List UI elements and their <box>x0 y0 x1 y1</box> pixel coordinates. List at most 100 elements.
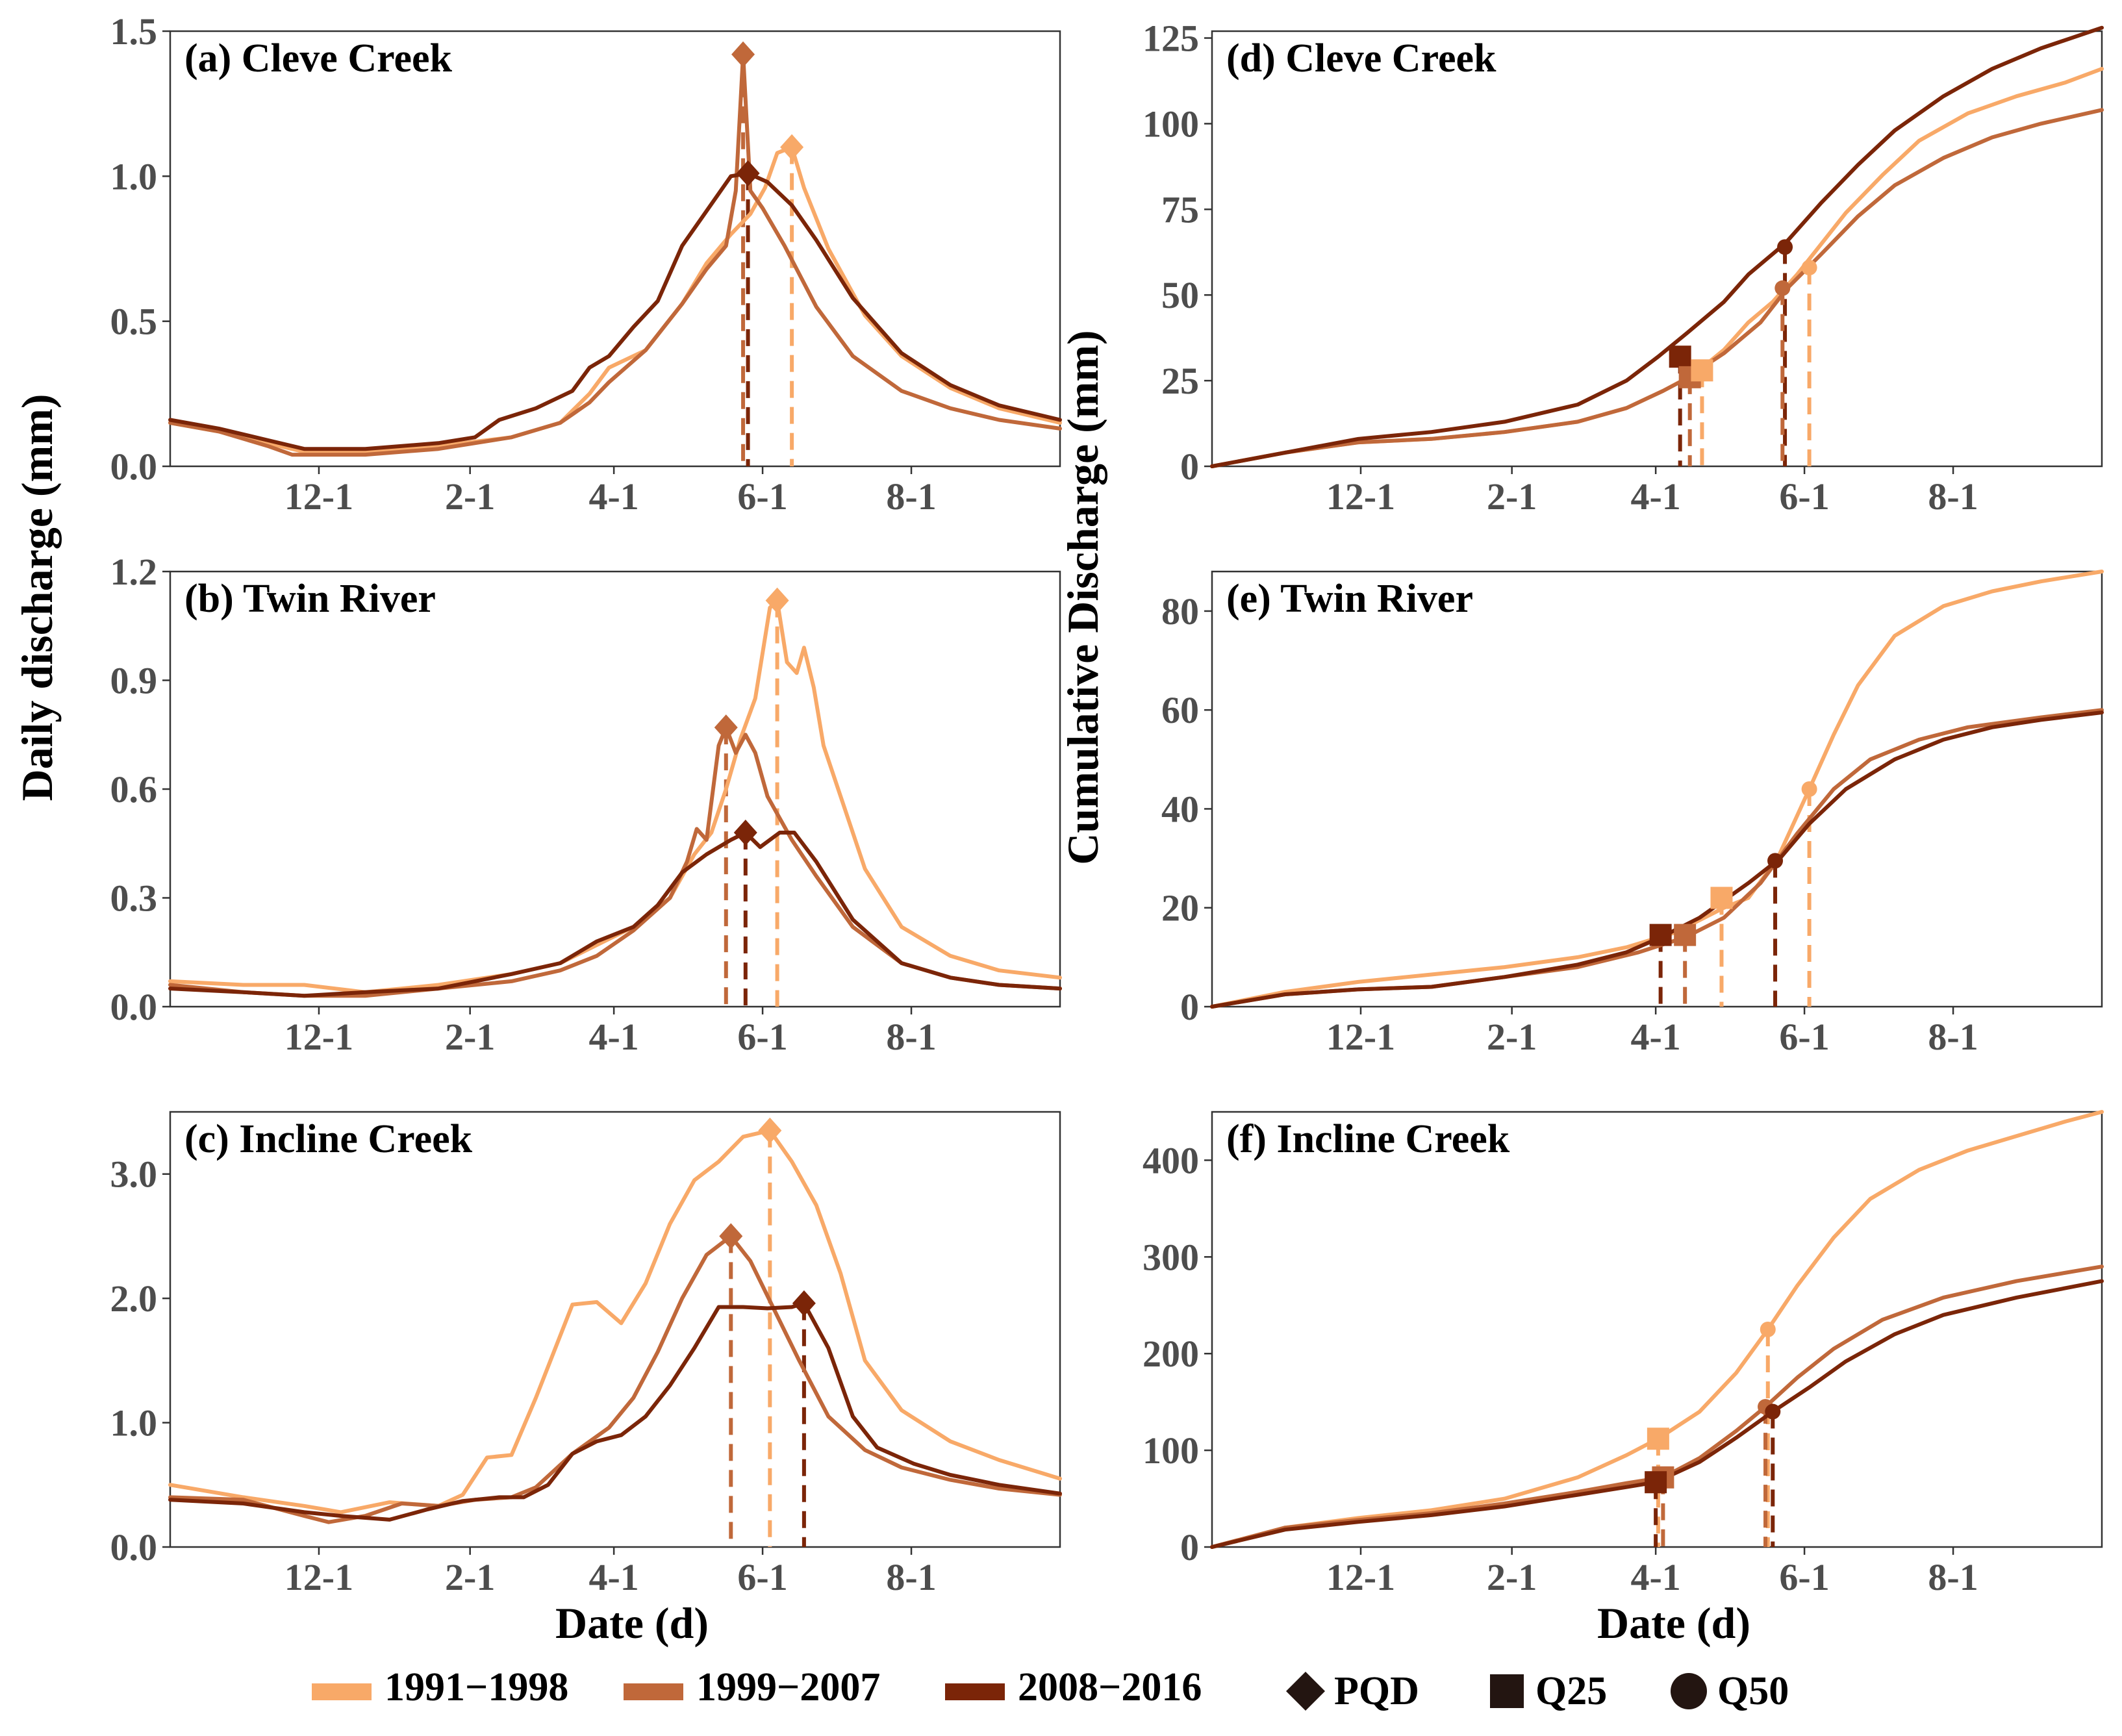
panel-title: (e) Twin River <box>1226 577 1473 621</box>
q50-marker <box>1777 239 1793 255</box>
y-tick-label: 1.0 <box>110 1402 158 1444</box>
q25-marker <box>1649 924 1672 946</box>
legend-label-q50: Q50 <box>1717 1669 1789 1713</box>
x-tick-label: 4-1 <box>588 475 638 518</box>
series-line-2008-2016 <box>168 171 1062 451</box>
q50-marker <box>1775 280 1791 296</box>
pqd-marker <box>719 1223 743 1250</box>
y-tick-label: 60 <box>1161 689 1199 731</box>
pqd-marker <box>714 714 738 741</box>
y-tick-label: 0 <box>1180 986 1199 1028</box>
q25-marker <box>1647 1428 1669 1450</box>
right-y-axis-title: Cumulative Discharge (mm) <box>1058 330 1107 864</box>
right-x-axis-title: Date (d) <box>1597 1598 1750 1648</box>
panel-title: (d) Cleve Creek <box>1226 36 1497 81</box>
legend-label-pqd: PQD <box>1334 1669 1419 1713</box>
x-tick-label: 4-1 <box>1630 1556 1680 1598</box>
x-tick-label: 4-1 <box>588 1556 638 1598</box>
y-tick-label: 125 <box>1143 18 1199 60</box>
series-line-2008-2016 <box>1210 711 2104 1009</box>
panel-title: (a) Cleve Creek <box>184 36 453 81</box>
panel-e: 0 20 40 60 80 12-1 2-1 4-1 6-1 8-1 (e) Twin River <box>1161 570 2104 1058</box>
series-line-1991-1998 <box>168 145 1062 454</box>
panels: 0.0 0.5 1.0 1.5 12-1 2-1 4-1 6-1 8-1 (a) Cleve Cr… <box>110 10 2104 1598</box>
series-line-1999-2007 <box>168 1234 1062 1524</box>
q50-marker <box>1765 1403 1781 1420</box>
q50-marker <box>1767 853 1784 869</box>
x-tick-label: 2-1 <box>445 475 495 518</box>
q50-marker <box>1801 260 1817 276</box>
plot-frame <box>1211 30 2103 468</box>
series-line-1999-2007 <box>1210 108 2104 468</box>
y-tick-label: 200 <box>1143 1333 1199 1375</box>
y-tick-label: 1.2 <box>110 551 158 593</box>
pqd-marker <box>758 1117 782 1144</box>
x-tick-label: 12-1 <box>284 1016 353 1058</box>
series-line-1999-2007 <box>168 725 1062 998</box>
y-tick-label: 80 <box>1161 590 1199 633</box>
pqd-marker <box>792 1290 816 1316</box>
legend-label-2008-2016: 2008−2016 <box>1018 1665 1202 1709</box>
panel-title: (f) Incline Creek <box>1226 1117 1510 1161</box>
y-tick-label: 3.0 <box>110 1153 158 1196</box>
q25-marker <box>1710 887 1733 909</box>
legend-square-icon <box>1490 1674 1524 1708</box>
y-tick-label: 0.0 <box>110 446 158 488</box>
series-line-1999-2007 <box>168 52 1062 457</box>
series-line-2008-2016 <box>1210 1279 2104 1549</box>
x-tick-label: 6-1 <box>1779 1016 1829 1058</box>
y-tick-label: 300 <box>1143 1236 1199 1278</box>
series-line-1991-1998 <box>1210 67 2104 468</box>
legend-diamond-icon <box>1286 1672 1325 1711</box>
legend-label-q25: Q25 <box>1535 1669 1607 1713</box>
pqd-marker <box>733 820 757 846</box>
legend-label-1999-2007: 1999−2007 <box>696 1665 880 1709</box>
x-tick-label: 12-1 <box>1326 1016 1395 1058</box>
x-tick-label: 4-1 <box>1630 1016 1680 1058</box>
y-tick-label: 0.3 <box>110 877 158 920</box>
x-tick-label: 4-1 <box>1630 475 1680 518</box>
y-tick-label: 0.0 <box>110 986 158 1028</box>
x-tick-label: 2-1 <box>445 1016 495 1058</box>
plot-frame <box>169 30 1061 468</box>
left-x-axis-title: Date (d) <box>555 1598 709 1648</box>
y-tick-label: 0.0 <box>110 1526 158 1568</box>
pqd-marker <box>731 41 755 68</box>
series-line-2008-2016 <box>1210 25 2104 468</box>
q25-marker <box>1691 359 1713 382</box>
x-tick-label: 8-1 <box>1928 1556 1978 1598</box>
series-line-1991-1998 <box>1210 570 2104 1009</box>
x-tick-label: 8-1 <box>1928 1016 1978 1058</box>
y-tick-label: 25 <box>1161 360 1199 402</box>
y-tick-label: 0 <box>1180 446 1199 488</box>
x-tick-label: 6-1 <box>737 1556 787 1598</box>
y-tick-label: 40 <box>1161 788 1199 830</box>
legend-label-1991-1998: 1991−1998 <box>385 1665 568 1709</box>
series-line-1999-2007 <box>1210 708 2104 1009</box>
x-tick-label: 8-1 <box>886 475 936 518</box>
y-tick-label: 100 <box>1143 103 1199 145</box>
panel-d: 0 25 50 75 100 125 12-1 2-1 4-1 6-1 8-1 (d) Cleve C… <box>1143 18 2104 518</box>
y-tick-label: 0.5 <box>110 301 158 343</box>
series-line-1991-1998 <box>1210 1110 2104 1549</box>
panel-b: 0.0 0.3 0.6 0.9 1.2 12-1 2-1 4-1 6-1 8-1 (b) Twin … <box>110 551 1062 1058</box>
x-tick-label: 8-1 <box>886 1556 936 1598</box>
x-tick-label: 2-1 <box>1487 1016 1537 1058</box>
plot-frame <box>169 1111 1061 1548</box>
panel-a: 0.0 0.5 1.0 1.5 12-1 2-1 4-1 6-1 8-1 (a) Cleve Cr… <box>110 10 1062 518</box>
x-tick-label: 6-1 <box>737 1016 787 1058</box>
x-tick-label: 12-1 <box>1326 475 1395 518</box>
x-tick-label: 6-1 <box>1779 1556 1829 1598</box>
q25-marker <box>1674 924 1697 946</box>
q50-marker <box>1760 1322 1776 1337</box>
series-line-2008-2016 <box>168 1301 1062 1522</box>
panel-title: (b) Twin River <box>184 577 436 621</box>
y-tick-label: 100 <box>1143 1429 1199 1472</box>
y-tick-label: 400 <box>1143 1139 1199 1181</box>
panel-title: (c) Incline Creek <box>184 1117 473 1161</box>
x-tick-label: 2-1 <box>445 1556 495 1598</box>
panel-f: 0 100 200 300 400 12-1 2-1 4-1 6-1 8-1 (f) Incline… <box>1143 1110 2104 1598</box>
series-line-1991-1998 <box>168 1128 1062 1515</box>
y-tick-label: 1.5 <box>110 10 158 53</box>
